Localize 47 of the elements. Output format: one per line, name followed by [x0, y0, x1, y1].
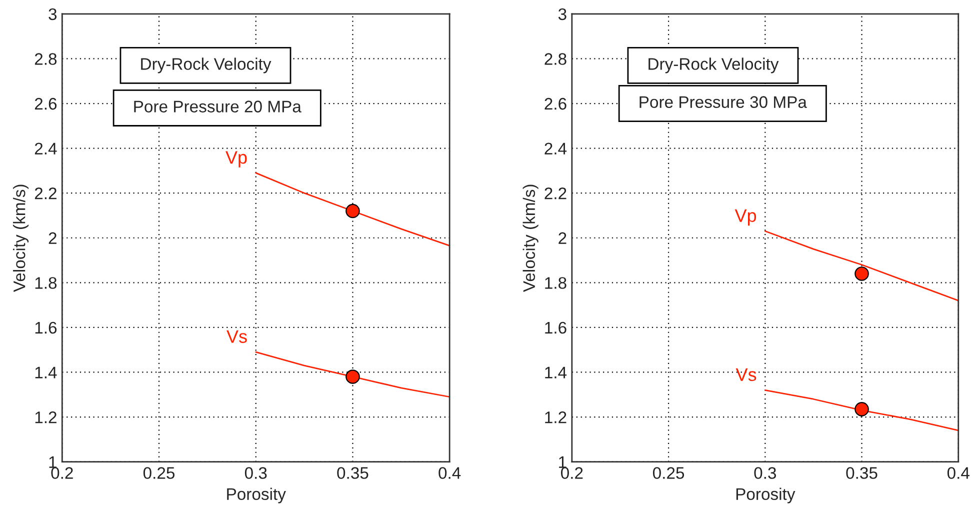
y-tick-label: 2.2 [544, 187, 566, 200]
series-label: Vp [734, 209, 756, 226]
line-series [255, 172, 450, 246]
x-tick-label: 0.2 [560, 467, 583, 479]
y-tick-label: 2.4 [544, 142, 567, 154]
annotation: Pore Pressure 30 MPa [640, 96, 807, 108]
y-tick-label: 2.6 [544, 98, 566, 110]
y-tick-label: 3 [48, 8, 57, 20]
y-tick-label: 2.8 [544, 53, 566, 65]
line-series [764, 389, 958, 432]
x-tick-label: 0.35 [846, 467, 878, 479]
x-tick-label: 0.3 [244, 467, 267, 479]
series-label: Vp [226, 151, 247, 168]
y-tick-label: 1.8 [545, 277, 566, 289]
y-tick-label: 1.2 [35, 411, 56, 424]
x-tick-label: 0.25 [652, 467, 684, 479]
x-tick-label: 0.35 [337, 467, 368, 479]
x-tick-label: 0.2 [51, 467, 73, 479]
line-series [255, 351, 450, 398]
y-tick-label: 1 [559, 456, 566, 468]
y-tick-label: 1.8 [35, 277, 57, 289]
x-tick-label: 0.4 [438, 467, 461, 479]
y-tick-label: 1.4 [545, 366, 567, 378]
y-tick-label: 2.8 [34, 53, 57, 65]
y-tick-label: 1.2 [545, 411, 566, 424]
series-label: Vs [736, 368, 756, 382]
annotation: Pore Pressure 20 MPa [134, 100, 302, 112]
y-axis-title: Velocity (km/s) [522, 184, 538, 292]
line-series [764, 230, 958, 302]
series-label: Vs [226, 330, 247, 343]
x-axis-title: Porosity [227, 488, 286, 504]
y-tick-label: 3 [558, 8, 566, 20]
x-axis-title: Porosity [736, 488, 796, 504]
annotation: Dry-Rock Velocity [141, 58, 272, 74]
y-tick-label: 2.4 [34, 142, 57, 154]
y-tick-label: 2.6 [34, 98, 57, 110]
x-tick-label: 0.25 [143, 467, 175, 479]
annotation: Dry-Rock Velocity [648, 58, 779, 74]
y-tick-label: 2.2 [34, 187, 56, 200]
x-tick-label: 0.3 [754, 467, 776, 479]
y-axis-title: Velocity (km/s) [13, 184, 29, 292]
y-tick-label: 1.6 [545, 322, 566, 334]
y-tick-label: 2 [48, 232, 56, 244]
y-tick-label: 1.6 [35, 322, 57, 334]
y-tick-label: 2 [558, 232, 566, 244]
y-tick-label: 1.4 [35, 366, 57, 378]
x-tick-label: 0.4 [947, 467, 970, 479]
